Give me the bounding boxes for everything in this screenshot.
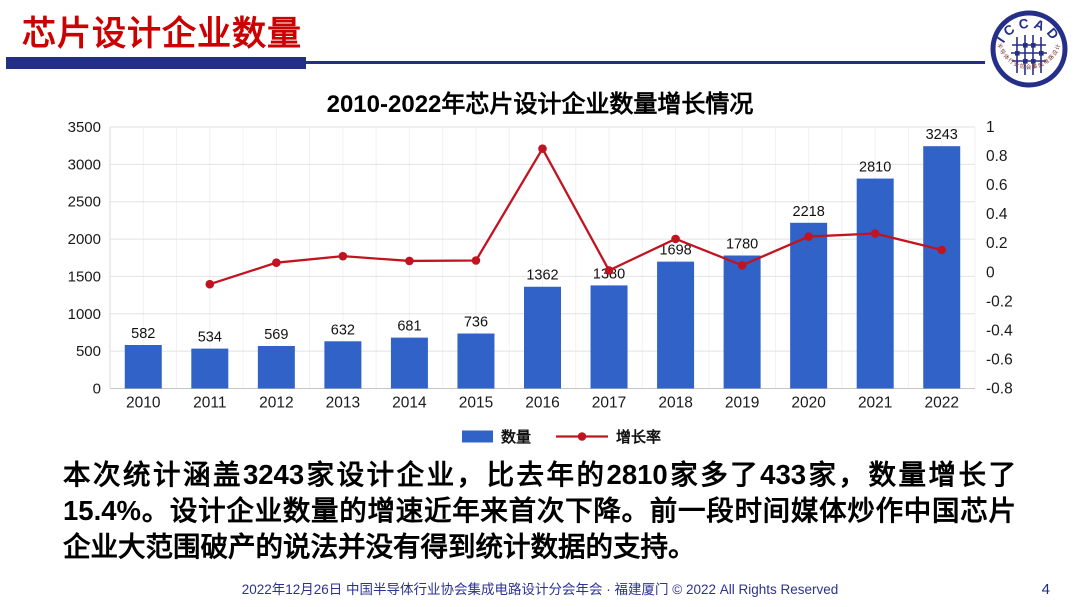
line-marker	[804, 232, 813, 241]
right-axis-tick: -0.6	[986, 351, 1013, 368]
bar-value-label: 569	[264, 327, 288, 343]
bar-2018	[657, 261, 695, 389]
legend-line-label: 增长率	[616, 428, 661, 446]
bar-2014	[390, 337, 428, 389]
line-marker	[272, 258, 281, 267]
line-marker	[737, 261, 747, 270]
right-axis-tick: -0.4	[986, 322, 1013, 339]
logo-ring	[990, 10, 1068, 88]
body-paragraph: 本次统计涵盖3243家设计企业，比去年的2810家多了433家，数量增长了15.…	[63, 459, 1016, 562]
bar-2019	[723, 255, 761, 389]
x-axis-label: 2022	[924, 395, 958, 412]
left-axis-tick: 2500	[68, 194, 101, 211]
bar-value-label: 582	[131, 326, 155, 342]
left-axis-tick: 3500	[68, 119, 101, 136]
right-axis-tick: 0.4	[986, 206, 1008, 223]
legend-bar-label: 数量	[501, 428, 531, 446]
left-axis-tick: 500	[76, 343, 101, 360]
x-axis-label: 2015	[459, 395, 493, 412]
line-marker	[604, 266, 614, 275]
line-marker	[338, 251, 348, 261]
title-underline-thin	[306, 61, 985, 64]
x-axis-label: 2012	[259, 395, 293, 412]
right-axis-tick: 0.2	[986, 235, 1008, 252]
bar-2017	[590, 285, 628, 389]
bar-value-label: 534	[198, 330, 222, 346]
iccad-logo: ICCAD 中国半导体行业协会集成电路设计分会	[988, 6, 1068, 88]
x-axis-label: 2010	[126, 395, 161, 412]
bar-2010	[124, 345, 162, 389]
bar-value-label: 1780	[726, 237, 758, 253]
x-axis-label: 2019	[725, 395, 759, 412]
x-axis-label: 2020	[791, 395, 826, 412]
line-marker	[937, 245, 947, 255]
bar-2012	[257, 345, 295, 389]
x-axis-label: 2013	[326, 395, 360, 412]
bar-value-label: 1362	[526, 268, 558, 284]
bar-2011	[191, 348, 229, 389]
right-axis-tick: 1	[986, 119, 995, 136]
x-axis-label: 2011	[193, 395, 226, 412]
bar-value-label: 3243	[926, 127, 958, 143]
right-axis-tick: -0.2	[986, 293, 1013, 310]
right-axis-tick: 0.8	[986, 148, 1008, 165]
bar-2020	[790, 222, 828, 389]
title-underline-thick	[6, 57, 306, 69]
growth-line	[209, 146, 943, 286]
footer-text: 2022年12月26日 中国半导体行业协会集成电路设计分会年会 · 福建厦门 ©…	[241, 582, 839, 597]
bar-value-label: 2218	[793, 204, 825, 220]
x-axis-label: 2021	[858, 395, 892, 412]
growth-chart: 0 500 1000 1500 2000 2500 3000 3500 1 0.8 0.6 0.4 0.…	[68, 119, 1013, 446]
x-axis-label: 2017	[592, 395, 626, 412]
bar-value-label: 2810	[859, 160, 891, 176]
bar-value-label: 632	[331, 322, 355, 338]
left-axis-tick: 2000	[68, 231, 101, 248]
page-number: 4	[1041, 581, 1050, 598]
bar-2022	[923, 146, 961, 389]
line-marker	[538, 144, 547, 153]
right-axis-tick: -0.8	[986, 381, 1013, 398]
left-axis-tick: 0	[93, 381, 101, 398]
legend-line-marker	[577, 432, 587, 441]
x-axis-label: 2016	[525, 395, 559, 412]
logo-grid-dots	[1015, 43, 1044, 64]
bar-2015	[457, 333, 495, 389]
page-title: 芯片设计企业数量	[22, 15, 302, 53]
line-marker	[205, 279, 215, 289]
bar-2013	[324, 341, 362, 389]
left-axis-tick: 1500	[68, 268, 101, 285]
line-marker	[870, 229, 880, 238]
bar-value-label: 736	[464, 315, 488, 331]
legend-bar-swatch	[462, 430, 493, 443]
right-axis-tick: 0	[986, 264, 995, 281]
bar-2021	[856, 178, 894, 389]
bar-value-label: 681	[397, 319, 421, 335]
chart-title: 2010-2022年芯片设计企业数量增长情况	[326, 91, 754, 118]
line-marker	[671, 234, 680, 244]
left-axis-tick: 1000	[68, 306, 101, 323]
line-marker	[471, 256, 481, 265]
bar-2016	[524, 286, 561, 389]
x-axis-label: 2014	[392, 395, 427, 412]
line-marker	[405, 256, 414, 266]
left-axis-tick: 3000	[68, 156, 101, 173]
x-axis-label: 2018	[658, 395, 692, 412]
right-axis-tick: 0.6	[986, 177, 1008, 194]
bar-value-label: 1698	[659, 243, 691, 259]
